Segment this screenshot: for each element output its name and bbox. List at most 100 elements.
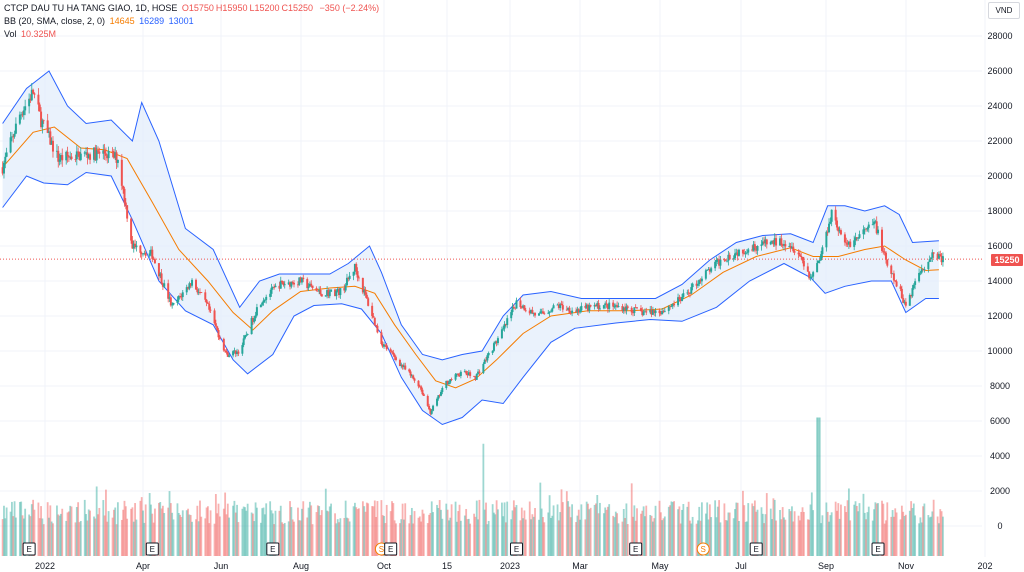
candle-body <box>10 136 13 138</box>
volume-bar <box>102 500 105 556</box>
candle-body <box>245 334 248 336</box>
volume-bar <box>719 522 722 556</box>
volume-bar <box>187 508 189 556</box>
volume-bar <box>181 510 184 556</box>
volume-bar <box>548 495 551 556</box>
volume-bar <box>177 512 180 556</box>
volume-bar <box>60 513 62 556</box>
volume-bar <box>467 518 470 556</box>
candle-body <box>345 277 348 286</box>
symbol-title[interactable]: CTCP DAU TU HA TANG GIAO, 1D, HOSE <box>4 3 178 13</box>
volume-bar <box>364 511 367 556</box>
earnings-marker[interactable]: E <box>266 542 280 556</box>
candle-body <box>920 269 923 273</box>
candle-body <box>41 120 44 128</box>
candle-body <box>181 292 184 298</box>
candle-body <box>430 410 433 414</box>
candle-body <box>482 363 485 373</box>
volume-bar <box>455 521 458 556</box>
split-marker[interactable]: S <box>696 542 710 556</box>
candle-body <box>520 307 523 308</box>
volume-bar <box>185 510 188 556</box>
volume-bar <box>515 505 518 556</box>
candle-body <box>12 136 15 138</box>
candle-body <box>789 246 792 249</box>
candle-body <box>298 277 301 285</box>
volume-bar <box>167 507 170 556</box>
time-tick-label: Mar <box>572 561 588 571</box>
candle-body <box>567 307 570 310</box>
earnings-marker[interactable]: E <box>22 542 36 556</box>
volume-bar <box>540 508 543 556</box>
candle-body <box>515 300 518 309</box>
candle-body <box>420 386 423 390</box>
earnings-marker[interactable]: E <box>509 542 523 556</box>
volume-bar <box>222 508 225 556</box>
candle-body <box>140 252 143 255</box>
volume-bar <box>120 519 123 556</box>
volume-bar <box>87 509 90 556</box>
volume-bar <box>700 502 703 556</box>
earnings-marker[interactable]: E <box>629 542 643 556</box>
candle-body <box>661 310 664 315</box>
volume-bar <box>265 503 268 556</box>
currency-button[interactable]: VND <box>988 2 1020 19</box>
volume-bar <box>919 517 922 556</box>
volume-bar <box>902 511 905 556</box>
candle-body <box>278 285 281 289</box>
price-axis[interactable]: 2800026000240002200020000180001600014000… <box>987 31 1012 531</box>
vol-label[interactable]: Vol <box>4 29 17 39</box>
volume-bar <box>282 523 285 556</box>
volume-bar <box>761 513 764 556</box>
candle-body <box>551 308 554 312</box>
volume-bar <box>855 505 858 556</box>
time-axis[interactable]: 2022 Apr Jun Aug Oct 15 2023 Mar May Jul Sep Nov 202 <box>35 561 993 571</box>
candle-body <box>663 310 666 312</box>
candle-body <box>361 277 364 293</box>
candle-body <box>327 290 330 297</box>
candle-body <box>20 114 23 116</box>
candle-body <box>151 249 154 259</box>
candle-body <box>408 369 411 372</box>
volume-bar <box>200 516 203 556</box>
volume-bar <box>883 523 886 556</box>
volume-bar <box>738 521 740 556</box>
candle-body <box>94 147 97 161</box>
volume-bar <box>79 520 82 556</box>
candle-body <box>882 250 885 252</box>
candle-body <box>214 323 217 327</box>
volume-bar <box>302 501 305 556</box>
volume-bar <box>818 417 821 556</box>
volume-bar <box>682 504 685 556</box>
volume-bar <box>98 507 101 556</box>
volume-bar <box>421 509 424 556</box>
candle-body <box>704 270 707 279</box>
candle-body <box>606 304 609 309</box>
candle-body <box>22 110 25 116</box>
earnings-marker[interactable]: E <box>145 542 159 556</box>
bb-basis-value: 14645 <box>109 16 135 26</box>
candle-body <box>237 351 240 354</box>
time-tick-label: Sep <box>818 561 834 571</box>
volume-bar <box>41 518 44 556</box>
volume-bar <box>704 513 707 556</box>
candle-body <box>531 309 534 314</box>
earnings-marker[interactable]: E <box>871 542 885 556</box>
candle-body <box>602 305 605 309</box>
candle-body <box>930 257 932 260</box>
volume-bar <box>365 502 368 556</box>
bb-label[interactable]: BB (20, SMA, close, 2, 0) <box>4 16 106 26</box>
volume-bar <box>903 515 906 556</box>
candle-body <box>299 277 302 283</box>
candle-body <box>135 245 138 248</box>
volume-bar <box>528 501 531 556</box>
volume-bar <box>495 500 498 556</box>
earnings-marker[interactable]: E <box>749 542 763 556</box>
candle-body <box>246 334 249 335</box>
candle-body <box>75 151 78 160</box>
volume-bar <box>561 502 564 556</box>
candle-body <box>384 344 387 346</box>
volume-bar <box>1 519 4 556</box>
earnings-marker[interactable]: E <box>384 542 398 556</box>
